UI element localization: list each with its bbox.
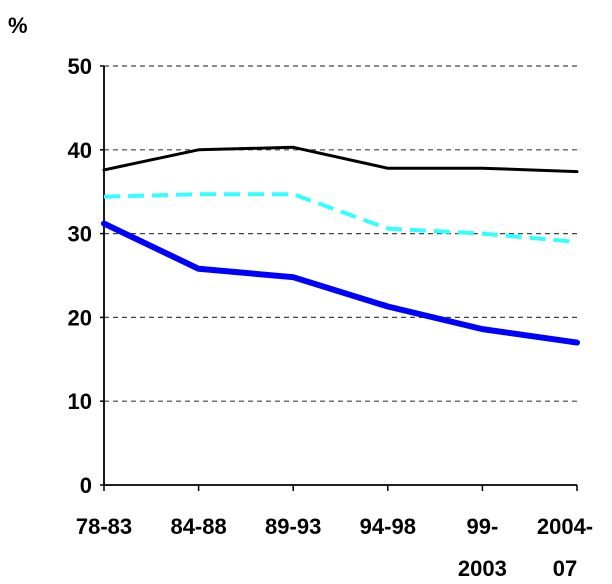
- x-axis-tick-label: 89-93: [265, 514, 321, 539]
- x-axis-tick-label: 2003: [458, 556, 507, 581]
- x-axis-tick-label: 78-83: [76, 514, 132, 539]
- x-axis-tick-label: 84-88: [170, 514, 226, 539]
- x-axis-tick-label: 99-: [467, 514, 499, 539]
- grid-layer: [104, 65, 577, 402]
- x-axis-tick-label: 07: [553, 556, 577, 581]
- series-line-3: [101, 220, 580, 346]
- label-layer: 0 10 20 30 40 50 78-83 84-88 89-93 94-98 99- 2003 20…: [68, 54, 594, 581]
- y-axis-tick-label: 40: [68, 138, 92, 163]
- y-axis-tick-label: 30: [68, 222, 92, 247]
- y-axis-tick-label: 10: [68, 389, 92, 414]
- x-axis-tick-label: 94-98: [360, 514, 416, 539]
- y-axis-tick-label: 0: [80, 473, 92, 498]
- series-line-1: [102, 145, 579, 174]
- y-axis-unit-label: %: [8, 13, 28, 38]
- y-axis-tick-label: 50: [68, 54, 92, 79]
- series-line-2: [103, 192, 578, 244]
- y-axis-tick-label: 20: [68, 305, 92, 330]
- x-axis-tick-label: 2004-: [537, 514, 593, 539]
- series-layer: [101, 145, 580, 346]
- axis-layer: [100, 65, 578, 491]
